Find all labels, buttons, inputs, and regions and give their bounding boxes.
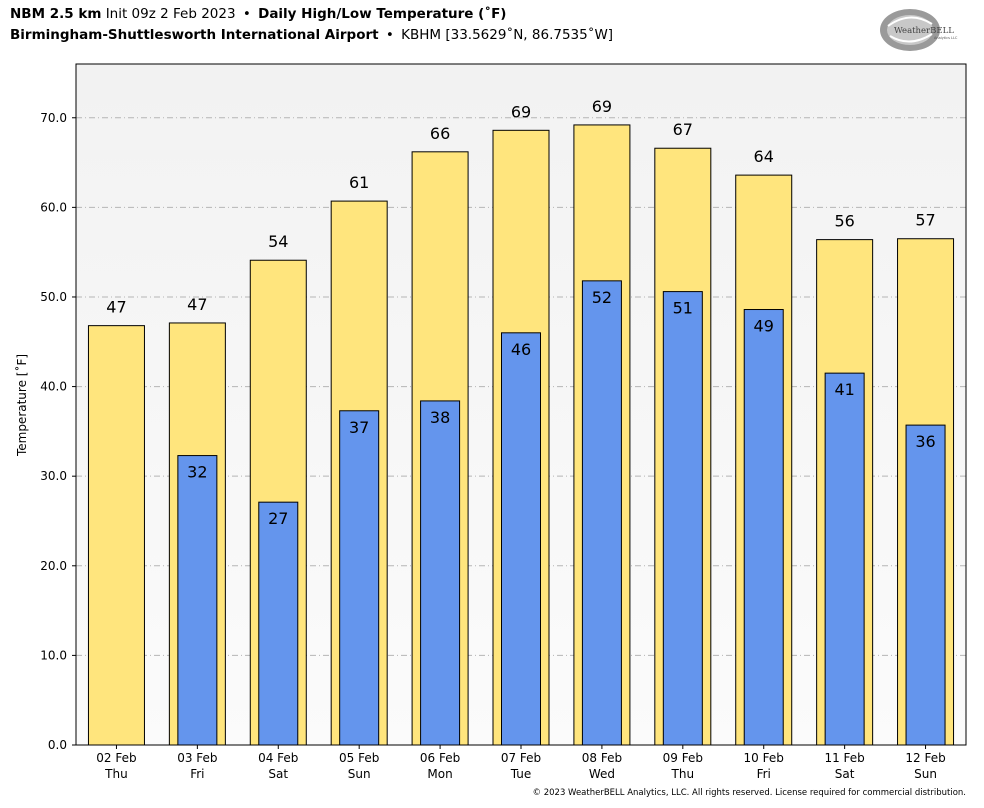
x-tick-date: 04 Feb <box>258 751 298 765</box>
station-name: Birmingham-Shuttlesworth International A… <box>10 27 379 43</box>
x-tick-day: Sat <box>835 767 855 781</box>
y-tick-label: 10.0 <box>40 648 67 662</box>
high-value-label: 69 <box>592 97 612 116</box>
low-bar <box>258 501 299 746</box>
logo-subtext: Analytics LLC <box>934 36 958 40</box>
low-value-label: 38 <box>430 408 450 427</box>
x-tick-day: Fri <box>190 767 204 781</box>
init-time: Init 09z 2 Feb 2023 <box>105 6 236 22</box>
x-tick-date: 09 Feb <box>663 751 703 765</box>
x-tick-day: Thu <box>104 767 128 781</box>
high-value-label: 61 <box>349 173 369 192</box>
x-tick-date: 11 Feb <box>824 751 864 765</box>
low-value-label: 52 <box>592 288 612 307</box>
low-value-label: 27 <box>268 509 288 528</box>
plot-frame <box>75 63 967 746</box>
low-value-label: 46 <box>511 340 531 359</box>
low-bar <box>905 424 946 746</box>
copyright-footer: © 2023 WeatherBELL Analytics, LLC. All r… <box>532 788 966 798</box>
x-tick-day: Thu <box>671 767 695 781</box>
separator-bullet: • <box>242 6 251 22</box>
x-tick-date: 07 Feb <box>501 751 541 765</box>
model-name: NBM 2.5 km <box>10 6 102 22</box>
x-tick-day: Sun <box>348 767 371 781</box>
high-value-label: 69 <box>511 102 531 121</box>
data-labels: 47 47 32 54 27 61 37 66 38 69 46 69 52 67 51 64 49 56 41 57… <box>106 97 935 528</box>
chart-title: NBM 2.5 km Init 09z 2 Feb 2023 • Daily H… <box>10 6 506 22</box>
x-tick-date: 12 Feb <box>905 751 945 765</box>
x-tick-date: 10 Feb <box>744 751 784 765</box>
y-tick-label: 20.0 <box>40 559 67 573</box>
low-bar <box>177 455 218 746</box>
separator-bullet-2: • <box>385 27 394 43</box>
low-bar <box>743 309 784 746</box>
x-tick-day: Sun <box>914 767 937 781</box>
x-tick-date: 03 Feb <box>177 751 217 765</box>
x-tick-day: Tue <box>510 767 532 781</box>
low-bar <box>824 372 865 746</box>
y-tick-label: 40.0 <box>40 380 67 394</box>
low-value-label: 41 <box>834 380 854 399</box>
y-tick-label: 30.0 <box>40 469 67 483</box>
high-value-label: 56 <box>834 212 854 231</box>
low-value-label: 49 <box>754 317 774 336</box>
y-tick-label: 60.0 <box>40 200 67 214</box>
x-tick-date: 06 Feb <box>420 751 460 765</box>
high-value-label: 47 <box>187 295 207 314</box>
y-tick-label: 70.0 <box>40 111 67 125</box>
x-tick-date: 08 Feb <box>582 751 622 765</box>
logo-text: WeatherBELL <box>894 26 954 36</box>
low-value-label: 36 <box>915 432 935 451</box>
low-value-label: 32 <box>187 463 207 482</box>
high-value-label: 66 <box>430 124 450 143</box>
low-value-label: 37 <box>349 418 369 437</box>
weatherbell-logo: WeatherBELL Analytics LLC <box>880 9 958 51</box>
high-value-label: 47 <box>106 298 126 317</box>
low-bar <box>339 410 380 746</box>
low-bar <box>501 332 541 746</box>
low-bar <box>581 280 622 746</box>
y-tick-label: 50.0 <box>40 290 67 304</box>
x-tick-day: Fri <box>757 767 771 781</box>
high-value-label: 57 <box>915 211 935 230</box>
chart-subtitle: Birmingham-Shuttlesworth International A… <box>10 27 613 43</box>
x-tick-date: 05 Feb <box>339 751 379 765</box>
x-tick-day: Wed <box>589 767 615 781</box>
low-temp-bars <box>177 280 946 746</box>
axes: 0.0 10.0 20.0 30.0 40.0 50.0 60.0 70.0 02 Feb Thu… <box>40 63 967 781</box>
high-value-label: 54 <box>268 232 288 251</box>
station-info: KBHM [33.5629˚N, 86.7535˚W] <box>401 27 614 43</box>
x-tick-day: Mon <box>427 767 452 781</box>
high-value-label: 64 <box>754 147 774 166</box>
y-axis-label: Temperature [˚F] <box>14 354 29 457</box>
low-bar <box>662 291 703 746</box>
x-tick-day: Sat <box>268 767 288 781</box>
y-tick-label: 0.0 <box>48 738 67 752</box>
x-tick-date: 02 Feb <box>96 751 136 765</box>
high-bar <box>87 325 145 746</box>
low-value-label: 51 <box>673 299 693 318</box>
high-value-label: 67 <box>673 120 693 139</box>
low-bar <box>420 400 461 746</box>
product-name: Daily High/Low Temperature (˚F) <box>258 6 507 22</box>
